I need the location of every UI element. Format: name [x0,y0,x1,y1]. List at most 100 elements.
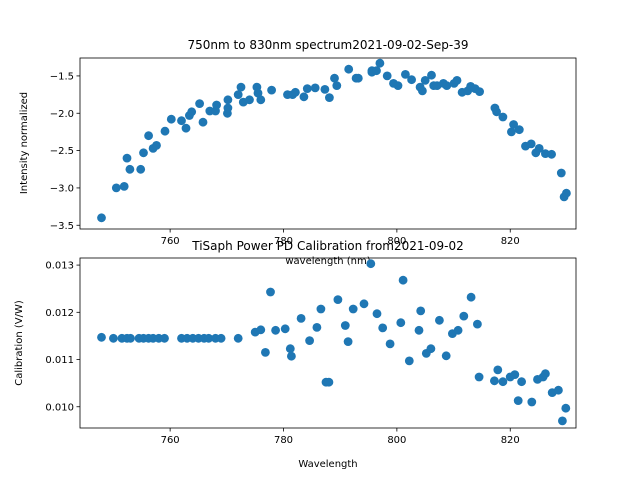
spectrum-data-point [223,95,233,105]
spectrum-x-tick-label: 780 [274,236,293,247]
spectrum-data-point [236,82,246,92]
calibration-data-point [256,325,266,335]
calibration-y-tick-label: 0.011 [45,355,74,366]
spectrum-data-point [177,116,186,126]
spectrum-y-tick-label: −3.0 [50,183,74,194]
calibration-data-point [416,306,426,316]
calibration-data-point [527,397,537,407]
calibration-data-point [473,319,482,329]
calibration-data-point [305,336,314,345]
spectrum-data-point [514,125,524,135]
calibration-y-tick-label: 0.012 [45,308,74,319]
calibration-data-point [435,315,444,325]
calibration-data-point [498,377,508,387]
spectrum-data-point [119,182,129,191]
spectrum-y-tick-label: −2.5 [50,146,74,157]
calibration-data-point [216,333,226,343]
spectrum-data-point [302,84,312,93]
spectrum-data-point [427,70,436,80]
spectrum-y-tick-label: −2.0 [50,109,74,120]
calibration-x-tick-label: 800 [387,435,406,446]
spectrum-data-point [353,73,363,83]
spectrum-data-point [212,100,222,110]
spectrum-data-point [223,103,233,113]
spectrum-x-ticks: 760 780 800 820 [161,229,520,247]
calibration-data-point [366,259,376,269]
calibration-x-tick-label: 780 [274,435,293,446]
calibration-points [97,259,571,426]
calibration-data-point [126,333,135,343]
spectrum-data-point [492,107,501,117]
calibration-data-point [324,377,334,387]
calibration-data-point [285,344,295,354]
calibration-data-point [333,295,343,304]
calibration-data-point [404,356,414,366]
spectrum-data-point [407,75,416,85]
spectrum-data-point [509,120,518,129]
spectrum-data-point [442,81,452,90]
calibration-y-ticks: 0.010 0.011 0.012 0.013 [45,261,80,413]
calibration-data-point [398,275,408,285]
spectrum-y-ticks: −3.5 −3.0 −2.5 −2.0 −1.5 [50,71,80,232]
calibration-data-point [541,369,550,379]
spectrum-data-point [556,168,566,178]
calibration-x-ticks: 760 780 800 820 [161,428,520,446]
calibration-data-point [312,323,322,332]
calibration-data-point [316,304,326,314]
spectrum-data-point [534,144,544,153]
spectrum-data-point [420,76,430,85]
spectrum-data-point [291,87,300,97]
calibration-x-axis-label: Wavelength [298,459,357,470]
spectrum-data-point [233,90,243,99]
calibration-data-point [359,299,369,309]
spectrum-data-point [111,183,121,193]
spectrum-data-point [122,153,132,163]
spectrum-data-point [97,213,106,223]
spectrum-data-point [547,149,556,159]
calibration-data-point [296,314,306,323]
calibration-data-point [378,323,388,333]
calibration-x-tick-label: 820 [501,435,520,446]
spectrum-data-point [152,141,161,150]
calibration-data-point [558,416,567,426]
calibration-data-point [204,333,214,343]
calibration-data-point [466,292,476,302]
calibration-data-point [348,304,358,314]
calibration-data-point [396,318,406,328]
spectrum-data-point [330,73,339,83]
spectrum-data-point [253,88,263,98]
spectrum-data-point [507,127,516,137]
spectrum-data-point [372,66,381,76]
calibration-data-point [385,339,395,349]
spectrum-data-point [125,164,135,174]
spectrum-points [97,58,571,223]
spectrum-data-point [299,92,309,102]
spectrum-data-point [452,76,462,85]
calibration-data-point [510,370,520,379]
spectrum-y-axis-label: Intensity normalized [19,92,30,194]
spectrum-data-point [310,83,320,93]
spectrum-data-point [245,95,254,105]
spectrum-data-point [198,117,208,127]
spectrum-y-tick-label: −3.5 [50,221,74,232]
calibration-data-point [441,351,451,361]
calibration-data-point [459,311,469,321]
spectrum-y-tick-label: −1.5 [50,71,74,82]
spectrum-title: 750nm to 830nm spectrum2021-09-02-Sep-39 [188,38,469,52]
spectrum-data-point [393,81,403,90]
calibration-y-tick-label: 0.010 [45,402,74,413]
spectrum-data-point [332,81,342,90]
spectrum-data-point [325,93,334,102]
spectrum-data-point [320,85,330,94]
spectrum-x-tick-label: 760 [161,236,180,247]
calibration-title: TiSaph Power PD Calibration from2021-09-… [191,239,463,253]
spectrum-x-tick-label: 800 [387,236,406,247]
spectrum-data-point [418,86,427,96]
calibration-data-point [261,348,270,357]
calibration-y-tick-label: 0.013 [45,261,74,272]
spectrum-x-tick-label: 820 [501,236,520,247]
calibration-data-point [453,325,463,335]
calibration-data-point [493,365,503,375]
spectrum-data-point [139,148,148,158]
